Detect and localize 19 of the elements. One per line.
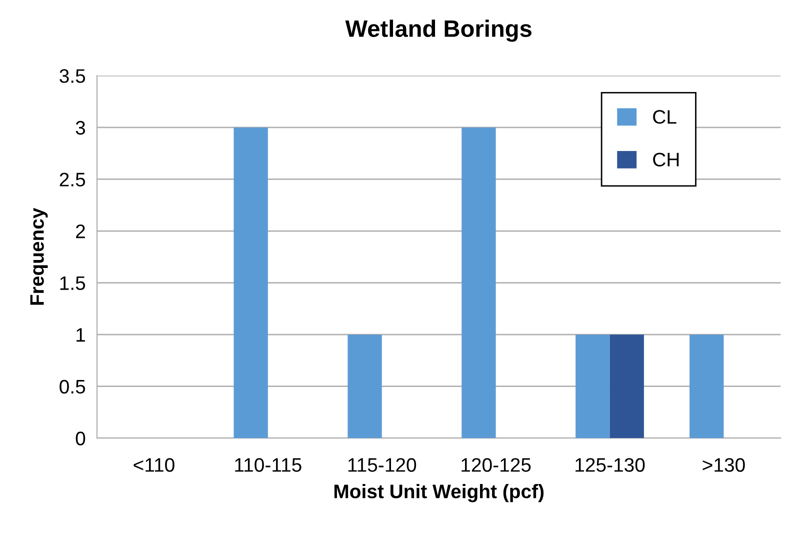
x-tick-label: 110-115 xyxy=(235,458,302,472)
x-axis-title: Moist Unit Weight (pcf) xyxy=(334,484,544,502)
x-tick-label: 115-120 xyxy=(348,458,416,472)
y-tick-label: 1.5 xyxy=(60,276,86,290)
y-tick-label: 3.5 xyxy=(60,69,86,83)
x-tick-label: 125-130 xyxy=(576,458,645,472)
y-tick-label: 0 xyxy=(76,432,86,446)
y-tick-label: 0.5 xyxy=(60,380,86,394)
legend-label: CL xyxy=(653,110,676,124)
y-tick-label: 2 xyxy=(76,224,85,238)
y-tick-label: 1 xyxy=(76,328,85,342)
y-axis-title: Frequency xyxy=(30,208,48,305)
legend-label: CH xyxy=(653,152,679,166)
x-tick-label: >130 xyxy=(702,458,745,472)
x-tick-label: 120-125 xyxy=(462,458,531,472)
chart-title: Wetland Borings xyxy=(345,20,532,42)
x-tick-label: <110 xyxy=(134,458,174,472)
y-tick-label: 2.5 xyxy=(60,172,86,186)
y-tick-label: 3 xyxy=(76,120,86,135)
